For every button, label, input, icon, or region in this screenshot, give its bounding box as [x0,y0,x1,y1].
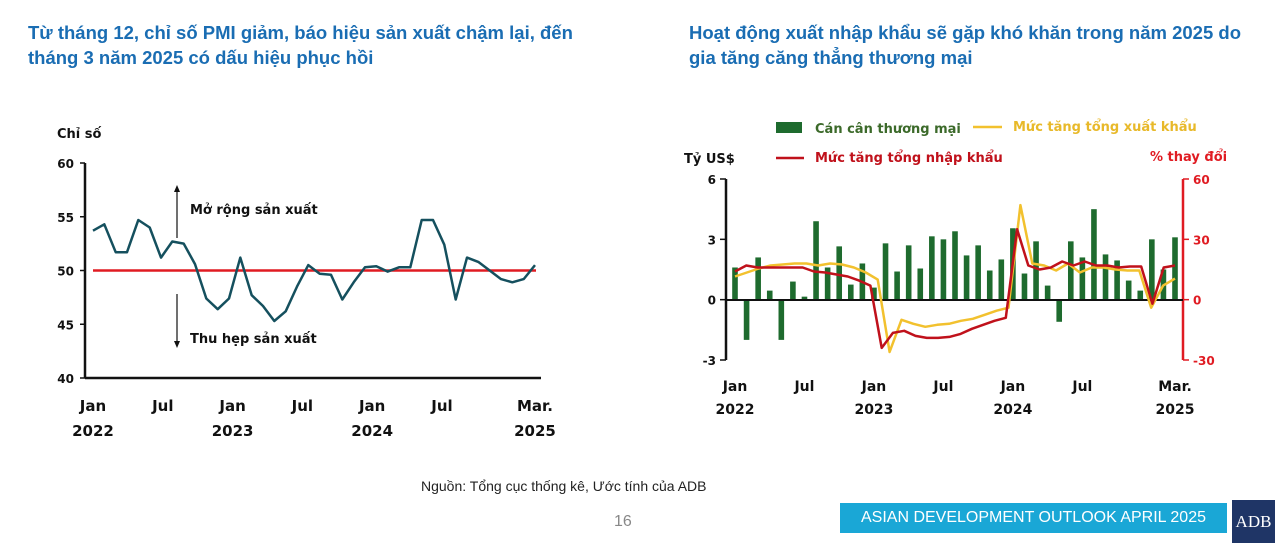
trade-balance-bar [813,221,819,300]
trade-balance-bar [732,267,738,300]
trade-x-tick-label: Jan [722,379,748,395]
trade-x-tick-year: 2023 [854,402,893,418]
pmi-x-tick-label: Jan [79,397,106,415]
trade-balance-bar [998,259,1005,300]
trade-balance-bar [1091,209,1097,300]
trade-balance-bar [963,255,970,300]
trade-balance-bar [778,299,785,340]
legend-bar-swatch [776,122,802,133]
trade-balance-bar [824,267,831,300]
trade-balance-bar [1114,260,1120,300]
trade-balance-bar [975,245,981,300]
trade-balance-bar [1021,273,1028,300]
trade-balance-bar [836,246,843,300]
trade-balance-bar [1102,254,1109,300]
trade-left-tick-label: 0 [708,294,716,308]
pmi-y-axis-label: Chỉ số [57,127,102,142]
pmi-x-tick-label: Jul [291,397,313,415]
contraction-label: Thu hẹp sản xuất [190,332,317,347]
trade-right-axis-label: % thay đổi [1150,149,1227,165]
trade-x-tick-label: Jul [932,379,953,395]
pmi-chart: Chỉ số 40 45 50 55 60 Jan 2022 Jul Jan 2023 Jul Ja… [57,127,556,440]
trade-balance-bar [917,268,924,300]
trade-balance-bar [790,281,796,300]
legend-trade-balance: Cán cân thương mại [815,122,961,137]
trade-balance-bar [743,299,750,340]
pmi-y-tick-label: 50 [57,265,74,279]
trade-chart-title: Hoạt động xuất nhập khẩu sẽ gặp khó khăn… [689,22,1241,68]
pmi-x-tick-label: Mar. [517,397,553,415]
pmi-x-tick-year: 2022 [72,422,114,440]
trade-balance-bar [952,231,958,300]
trade-balance-bar [1125,280,1132,300]
pmi-x-tick-label: Jan [218,397,245,415]
report-banner: ASIAN DEVELOPMENT OUTLOOK APRIL 2025 [840,503,1227,533]
pmi-x-tick-year: 2025 [514,422,556,440]
pmi-y-tick-label: 45 [57,318,74,332]
trade-balance-bar [986,270,993,300]
pmi-x-tick-year: 2024 [351,422,393,440]
pmi-x-tick-label: Jul [151,397,173,415]
page-number: 16 [614,513,632,530]
trade-x-tick-label: Jan [1000,379,1026,395]
trade-balance-bar [1067,241,1074,300]
trade-right-tick-label: 30 [1193,233,1210,247]
trade-balance-bar [882,243,889,300]
trade-balance-bar [871,287,877,300]
trade-x-tick-year: 2025 [1156,402,1195,418]
pmi-x-tick-label: Jul [430,397,452,415]
trade-right-tick-label: -30 [1193,354,1215,368]
pmi-series-line [92,218,536,323]
trade-balance-bar [1056,299,1063,322]
trade-left-tick-label: 3 [708,233,716,247]
trade-x-tick-year: 2022 [716,402,755,418]
trade-balance-bar [1033,241,1039,300]
pmi-y-tick-label: 40 [57,372,74,386]
legend-export-growth: Mức tăng tổng xuất khẩu [1013,119,1197,135]
trade-x-tick-label: Jan [861,379,887,395]
trade-balance-bar [1172,237,1178,300]
trade-right-tick-label: 60 [1193,173,1210,187]
pmi-chart-title: Từ tháng 12, chỉ số PMI giảm, báo hiệu s… [28,22,573,68]
trade-balance-bar [1149,239,1155,300]
pmi-y-tick-label: 55 [57,211,74,225]
trade-balance-bar [905,245,912,300]
legend-import-growth: Mức tăng tổng nhập khẩu [815,150,1003,166]
trade-balance-bar [940,239,947,300]
trade-x-tick-year: 2024 [993,402,1032,418]
trade-balance-bar [847,284,854,300]
adb-logo: ADB [1232,500,1275,543]
expansion-label: Mở rộng sản xuất [190,203,318,218]
trade-x-tick-label: Jul [793,379,814,395]
trade-balance-bar [1079,257,1086,300]
pmi-y-tick-label: 60 [57,157,74,171]
trade-left-tick-label: 6 [708,173,716,187]
trade-chart: Tỷ US$ % thay đổi Cán cân thương mại Mức… [684,119,1227,418]
trade-balance-bar [894,271,900,300]
pmi-x-tick-label: Jan [358,397,385,415]
trade-left-axis-label: Tỷ US$ [684,152,735,167]
trade-balance-bar [766,290,773,300]
trade-balance-bar [801,296,808,300]
trade-right-tick-label: 0 [1193,294,1201,308]
trade-balance-bar [929,236,935,300]
trade-left-tick-label: -3 [703,354,716,368]
trade-balance-bar [1137,290,1144,300]
import-growth-line [734,228,1176,350]
trade-x-tick-label: Jul [1071,379,1092,395]
source-note: Nguồn: Tổng cục thống kê, Ước tính của A… [421,478,707,494]
trade-x-tick-label: Mar. [1158,379,1192,395]
trade-balance-bar [1044,285,1051,300]
trade-balance-bar [755,257,761,300]
arrow-down-icon [174,341,180,348]
arrow-up-icon [174,185,180,192]
export-growth-line [734,203,1176,354]
pmi-x-tick-year: 2023 [212,422,254,440]
